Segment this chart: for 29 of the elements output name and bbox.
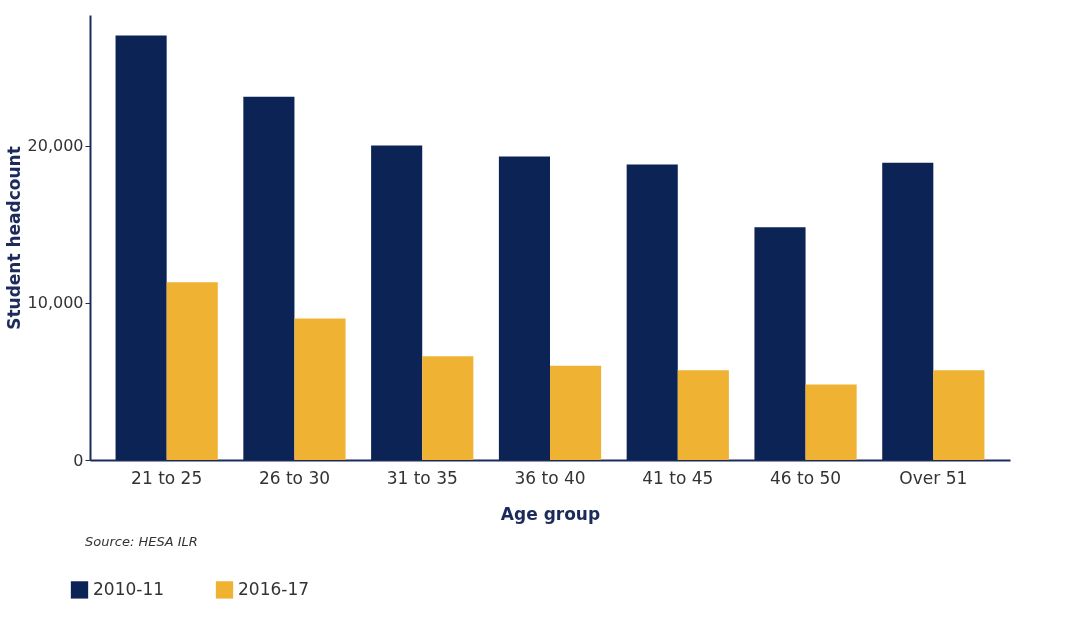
bar bbox=[166, 282, 218, 460]
bar bbox=[754, 227, 806, 460]
bar bbox=[882, 162, 934, 460]
x-tick-label: 31 to 35 bbox=[386, 467, 458, 488]
bar bbox=[422, 356, 474, 460]
x-tick-label: 26 to 30 bbox=[258, 467, 331, 488]
bar bbox=[805, 384, 857, 460]
legend-label: 2016-17 bbox=[238, 578, 310, 599]
y-tick-label: 0 bbox=[73, 450, 84, 470]
bar bbox=[550, 365, 602, 460]
bar bbox=[677, 370, 729, 460]
source-note: Source: HESA ILR bbox=[85, 534, 198, 549]
bar bbox=[243, 96, 295, 460]
bar bbox=[626, 164, 678, 460]
x-tick-label: Over 51 bbox=[899, 467, 968, 488]
x-tick-label: 41 to 45 bbox=[642, 467, 714, 488]
bar bbox=[294, 318, 346, 460]
x-tick-label: 21 to 25 bbox=[131, 467, 203, 488]
legend-label: 2010-11 bbox=[93, 578, 165, 599]
y-tick-label: 20,000 bbox=[27, 136, 84, 156]
bar bbox=[933, 370, 985, 460]
y-tick-label: 10,000 bbox=[27, 293, 84, 313]
bar bbox=[371, 145, 423, 460]
bar bbox=[115, 35, 167, 460]
x-tick-label: 36 to 40 bbox=[514, 467, 586, 488]
y-axis-title: Student headcount bbox=[3, 146, 24, 330]
x-axis-title: Age group bbox=[500, 503, 601, 524]
bar bbox=[498, 156, 550, 460]
x-tick-label: 46 to 50 bbox=[769, 467, 842, 488]
